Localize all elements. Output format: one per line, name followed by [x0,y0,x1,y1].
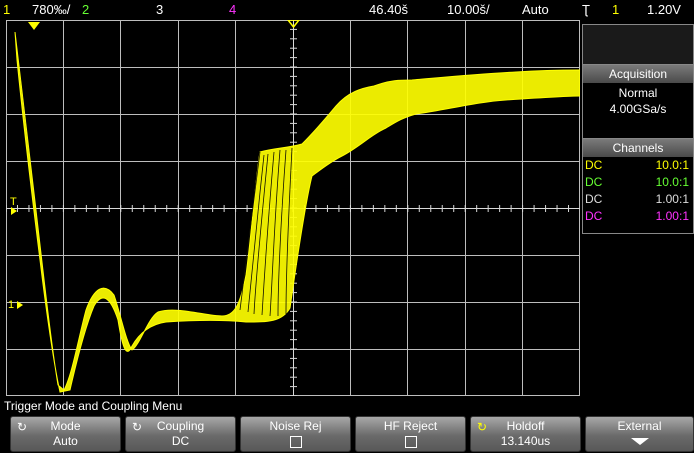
submenu-arrow-icon [630,438,649,445]
sample-rate: 4.00GSa/s [609,102,667,116]
holdoff-value: 13.140us [500,434,551,448]
menu-title: Trigger Mode and Coupling Menu [4,399,183,413]
status-bar: 1 780‰/ 2 3 4 46.40š 10.00š/ Auto Ʈ 1 1.… [0,0,694,20]
ch1-waveform [14,31,580,393]
trigger-mode-status: Auto [522,2,549,17]
mode-value: Auto [53,434,78,448]
hf-reject-checkbox[interactable] [404,436,417,448]
rotate-icon: ↻ [17,420,28,434]
trigger-level-marker-label: T [10,196,17,208]
ch1-ground-marker[interactable]: 1 [8,299,24,311]
ch1-ground-label: 1 [8,299,15,311]
trigger-arrow-icon [11,207,17,215]
ch3-coupling: DC [585,192,603,206]
ch1-coupling: DC [585,158,603,172]
channel-row-2: DC 10.0:1 [583,174,693,191]
mode-label: Mode [50,419,81,433]
ch2-number[interactable]: 2 [82,2,90,17]
acquisition-box[interactable]: Acquisition Normal 4.00GSa/s [582,64,694,150]
ch1-position-marker[interactable] [28,22,40,30]
trigger-level-marker[interactable]: T [10,196,17,215]
ch4-coupling: DC [585,209,603,223]
ground-arrow-icon [17,301,24,310]
ch1-scale[interactable]: 780‰/ [32,2,71,17]
info-panel: Acquisition Normal 4.00GSa/s Channels DC… [580,20,694,234]
trigger-level[interactable]: 1.20V [647,2,681,17]
channels-title: Channels [583,139,693,157]
panel-blank [582,24,694,68]
external-softkey[interactable]: External [585,416,694,452]
noise-reject-checkbox[interactable] [289,436,302,448]
hf-reject-softkey[interactable]: HF Reject [355,416,466,452]
coupling-value: DC [171,434,190,448]
holdoff-softkey[interactable]: ↻ Holdoff 13.140us [470,416,581,452]
external-label: External [617,419,662,433]
channel-row-4: DC 1.00:1 [583,208,693,225]
ch3-probe: 1.00:1 [655,192,689,206]
ch2-coupling: DC [585,175,603,189]
mode-softkey[interactable]: ↻ Mode Auto [10,416,121,452]
ch1-probe: 10.0:1 [655,158,689,172]
trigger-position-marker[interactable] [287,20,300,29]
coupling-softkey[interactable]: ↻ Coupling DC [125,416,236,452]
holdoff-label: Holdoff [506,419,545,433]
acquisition-mode: Normal [618,86,658,100]
channels-box[interactable]: Channels DC 10.0:1 DC 10.0:1 DC 1.00:1 D… [582,138,694,234]
time-scale[interactable]: 10.00š/ [447,2,490,17]
hf-reject-label: HF Reject [383,419,438,433]
waveform-display[interactable] [6,20,580,396]
rotate-icon: ↻ [477,420,488,434]
ch2-probe: 10.0:1 [655,175,689,189]
channel-row-3: DC 1.00:1 [583,191,693,208]
channel-row-1: DC 10.0:1 [583,157,693,174]
softkey-bar: ↻ Mode Auto ↻ Coupling DC Noise Rej HF R… [0,414,694,453]
ch4-number[interactable]: 4 [229,2,237,17]
noise-reject-label: Noise Rej [269,419,322,433]
acquisition-title: Acquisition [583,65,693,83]
noise-reject-softkey[interactable]: Noise Rej [240,416,351,452]
trigger-source: 1 [612,2,620,17]
ch4-probe: 1.00:1 [655,209,689,223]
rotate-icon: ↻ [132,420,143,434]
coupling-label: Coupling [156,419,205,433]
time-delay[interactable]: 46.40š [369,2,409,17]
trigger-edge-icon: Ʈ [582,2,590,17]
ch3-number[interactable]: 3 [156,2,164,17]
ch1-number[interactable]: 1 [3,2,11,17]
